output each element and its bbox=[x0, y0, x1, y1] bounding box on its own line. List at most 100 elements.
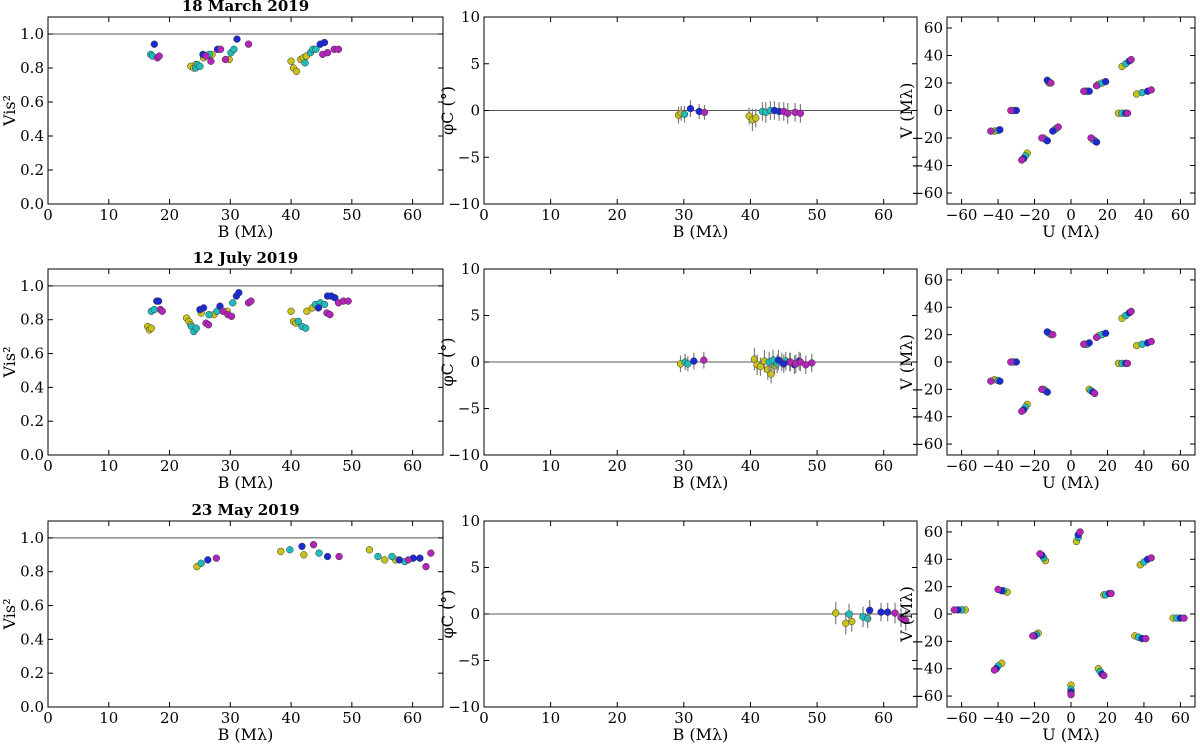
x-tick-label: 40 bbox=[1134, 457, 1153, 475]
data-point-cyan bbox=[684, 360, 692, 368]
data-point-magenta bbox=[1029, 632, 1037, 640]
data-point-blue bbox=[199, 304, 208, 312]
x-tick-label: 10 bbox=[99, 206, 118, 224]
x-tick-label: 0 bbox=[479, 457, 489, 475]
data-point-magenta bbox=[1147, 86, 1155, 94]
y-tick-label: 0.4 bbox=[20, 630, 44, 648]
data-point-cyan bbox=[388, 552, 396, 561]
data-point-blue bbox=[780, 360, 788, 368]
panel-title: 18 March 2019 bbox=[182, 0, 309, 15]
x-axis-label: U (Mλ) bbox=[1042, 473, 1100, 492]
y-tick-label: 0 bbox=[470, 605, 480, 623]
x-axis-label: B (Mλ) bbox=[218, 725, 274, 744]
data-point-cyan bbox=[230, 45, 238, 53]
y-axis-label: φC (°) bbox=[438, 337, 457, 386]
data-point-magenta bbox=[323, 49, 332, 57]
y-tick-label: 10 bbox=[461, 512, 480, 530]
y-tick-label: 20 bbox=[924, 74, 943, 92]
x-tick-label: 30 bbox=[221, 457, 240, 475]
data-point-magenta bbox=[987, 377, 995, 385]
data-point-magenta bbox=[987, 127, 995, 135]
data-point-cyan bbox=[192, 324, 200, 332]
data-point-yellow bbox=[147, 324, 155, 332]
y-tick-label: 0.0 bbox=[20, 446, 44, 464]
data-point-blue bbox=[996, 377, 1004, 385]
y-axis-label: V (Mλ) bbox=[897, 83, 916, 140]
data-point-blue bbox=[1049, 127, 1057, 135]
panel-cp-may: 0 10 20 30 40 50 60 −10 −5 0 5 10 B (Mλ) φC (°) bbox=[438, 512, 918, 744]
x-tick-label: 20 bbox=[608, 457, 627, 475]
data-point-blue bbox=[233, 35, 241, 43]
y-tick-label: 0 bbox=[933, 102, 943, 120]
x-tick-label: 20 bbox=[1098, 709, 1117, 727]
data-point-yellow bbox=[300, 551, 308, 559]
data-point-blue bbox=[204, 556, 212, 564]
y-tick-label: −60 bbox=[911, 687, 943, 705]
x-tick-label: 60 bbox=[1171, 206, 1190, 224]
x-tick-label: −20 bbox=[1019, 709, 1051, 727]
x-axis-label: B (Mλ) bbox=[673, 725, 729, 744]
y-tick-label: 40 bbox=[924, 550, 943, 568]
panel-vis-jul: 0 10 20 30 40 50 60 0.0 0.2 0.4 0.6 0.8 1.0 B (Mλ) Vis… bbox=[0, 249, 444, 492]
data-point-yellow bbox=[752, 114, 760, 122]
panel-vis-may: 0 10 20 30 40 50 60 0.0 0.2 0.4 0.6 0.8 1.0 B (Mλ) Vis… bbox=[0, 501, 444, 744]
x-tick-label: 60 bbox=[1171, 457, 1190, 475]
data-point-magenta bbox=[247, 297, 255, 305]
x-tick-label: −60 bbox=[946, 206, 978, 224]
y-tick-label: 0.8 bbox=[20, 311, 44, 329]
axes-frame bbox=[47, 268, 444, 456]
data-point-magenta bbox=[700, 356, 708, 364]
data-point-magenta bbox=[808, 359, 816, 367]
data-point-cyan bbox=[229, 299, 237, 307]
data-point-magenta bbox=[1080, 87, 1088, 95]
axes-frame bbox=[47, 16, 444, 205]
data-point-blue bbox=[154, 297, 163, 305]
axes-frame bbox=[946, 16, 1196, 205]
data-point-magenta bbox=[1092, 333, 1101, 342]
y-tick-label: 0 bbox=[470, 353, 480, 371]
data-point-magenta bbox=[335, 552, 343, 561]
data-point-magenta bbox=[344, 297, 352, 305]
axes-frame bbox=[47, 520, 444, 708]
data-point-magenta bbox=[1180, 614, 1188, 622]
x-tick-label: −60 bbox=[946, 709, 978, 727]
data-point-cyan bbox=[205, 311, 213, 319]
x-tick-label: 40 bbox=[741, 206, 760, 224]
y-tick-label: 20 bbox=[924, 326, 943, 344]
x-tick-label: 30 bbox=[221, 709, 240, 727]
y-tick-label: 10 bbox=[461, 8, 480, 26]
data-point-blue bbox=[235, 289, 243, 297]
y-tick-label: −40 bbox=[911, 157, 943, 175]
data-point-yellow bbox=[277, 547, 285, 556]
y-tick-label: 5 bbox=[470, 307, 480, 325]
x-tick-label: 10 bbox=[99, 457, 118, 475]
panel-title: 12 July 2019 bbox=[193, 249, 298, 267]
axes-frame bbox=[946, 268, 1196, 456]
y-tick-label: 0.8 bbox=[20, 59, 44, 77]
data-point-magenta bbox=[1100, 671, 1108, 680]
x-tick-label: 30 bbox=[221, 206, 240, 224]
data-point-cyan bbox=[680, 110, 689, 118]
data-point-magenta bbox=[700, 108, 709, 117]
x-tick-label: 60 bbox=[874, 457, 893, 475]
panel-cp-jul: 0 10 20 30 40 50 60 −10 −5 0 5 10 B (Mλ) φC (°) bbox=[438, 260, 918, 492]
data-point-magenta bbox=[796, 109, 805, 117]
data-point-cyan bbox=[845, 610, 853, 618]
y-axis-label: Vis² bbox=[0, 346, 19, 378]
data-point-magenta bbox=[1076, 528, 1084, 536]
x-axis-label: B (Mλ) bbox=[218, 222, 274, 241]
x-tick-label: 50 bbox=[808, 457, 827, 475]
x-tick-label: 40 bbox=[1134, 709, 1153, 727]
y-tick-label: −10 bbox=[448, 195, 480, 213]
data-point-magenta bbox=[1127, 55, 1135, 64]
x-tick-label: 20 bbox=[608, 206, 627, 224]
data-point-blue bbox=[690, 357, 698, 365]
x-tick-label: 0 bbox=[479, 206, 489, 224]
x-tick-label: 0 bbox=[479, 709, 489, 727]
data-point-blue bbox=[416, 554, 424, 562]
x-tick-label: 30 bbox=[674, 206, 693, 224]
y-tick-label: −60 bbox=[911, 435, 943, 453]
y-axis-label: V (Mλ) bbox=[897, 586, 916, 643]
